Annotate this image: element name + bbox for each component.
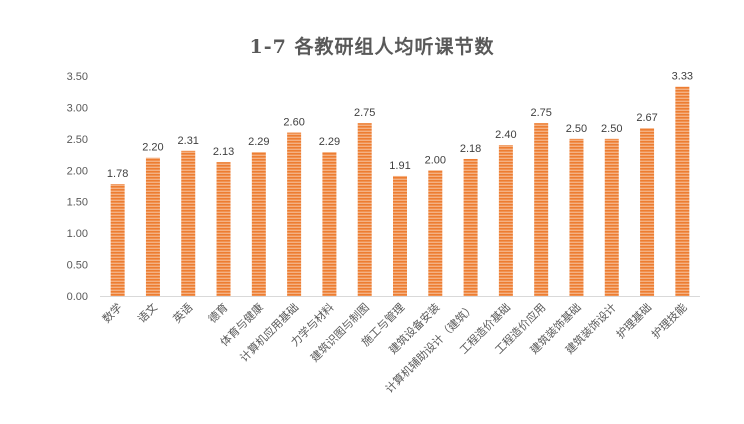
y-axis: 0.00 0.50 1.00 1.50 2.00 2.50 3.00 3.50 <box>67 71 700 303</box>
bar <box>640 128 655 296</box>
data-label: 2.50 <box>566 123 587 135</box>
bar <box>393 175 407 296</box>
data-label: 2.75 <box>530 107 551 119</box>
bar <box>569 138 584 296</box>
bar <box>534 123 549 297</box>
data-label: 3.33 <box>672 71 693 83</box>
data-label: 2.29 <box>248 136 269 148</box>
bar <box>216 162 231 296</box>
category-label: 英语 <box>170 300 195 325</box>
y-tick-label: 2.00 <box>67 165 88 177</box>
bar <box>287 132 302 296</box>
data-label: 2.18 <box>460 143 481 155</box>
y-tick-label: 0.00 <box>67 291 88 303</box>
data-label: 2.00 <box>425 154 446 166</box>
y-tick-label: 2.50 <box>67 134 88 146</box>
y-tick-label: 1.50 <box>67 197 88 209</box>
bar <box>322 152 337 296</box>
data-label: 2.29 <box>319 136 340 148</box>
category-label: 护理技能 <box>648 300 689 341</box>
data-labels: 1.78 2.20 2.31 2.13 2.29 2.60 2.29 2.75 1.91 2.00… <box>107 71 693 180</box>
data-label: 2.67 <box>636 112 657 124</box>
data-label: 2.50 <box>601 123 622 135</box>
bars <box>110 86 690 297</box>
y-tick-label: 0.50 <box>67 260 88 272</box>
data-label: 2.31 <box>178 135 199 147</box>
data-label: 2.13 <box>213 146 234 158</box>
bar <box>110 184 125 296</box>
y-tick-label: 3.00 <box>67 102 88 114</box>
bar <box>675 86 690 296</box>
category-labels: 数学 语文 英语 德育体育与健康计算机应用基础力学与材料建筑识图与制图施工与管理建筑设… <box>99 300 689 395</box>
bar <box>181 150 196 296</box>
data-label: 2.40 <box>495 129 516 141</box>
y-tick-label: 3.50 <box>67 71 88 83</box>
category-label: 语文 <box>135 300 160 325</box>
y-tick-label: 1.00 <box>67 228 88 240</box>
data-label: 1.91 <box>389 160 410 172</box>
bar <box>428 170 443 296</box>
bar <box>251 152 266 296</box>
data-label: 1.78 <box>107 168 128 180</box>
bar <box>145 157 160 296</box>
bar <box>498 145 513 296</box>
category-label: 护理基础 <box>613 300 654 341</box>
category-label: 数学 <box>99 300 124 325</box>
data-label: 2.75 <box>354 107 375 119</box>
chart-title: 1-7 各教研组人均听课节数 <box>249 36 495 58</box>
bar <box>463 158 478 296</box>
data-label: 2.20 <box>142 142 163 154</box>
bar <box>357 123 372 297</box>
data-label: 2.60 <box>283 117 304 129</box>
category-label: 德育 <box>205 300 230 325</box>
bar <box>604 138 619 296</box>
